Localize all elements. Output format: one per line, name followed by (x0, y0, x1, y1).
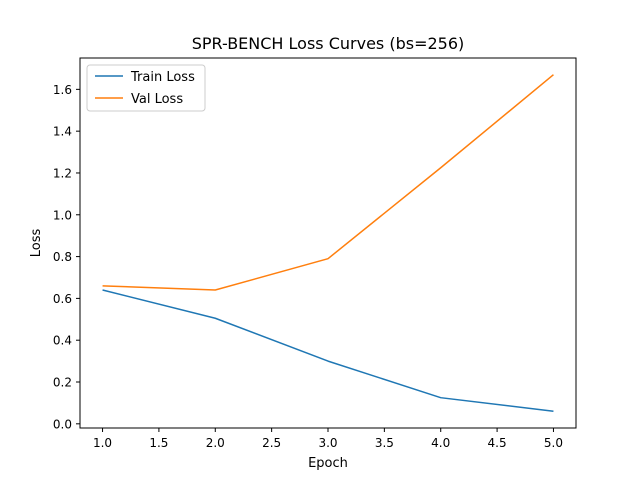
y-tick-label: 0.2 (53, 376, 72, 390)
y-tick-label: 0.4 (53, 334, 72, 348)
plot-frame (79, 57, 577, 429)
chart-title: SPR-BENCH Loss Curves (bs=256) (192, 34, 465, 53)
series-line-val-loss (102, 74, 554, 291)
x-tick-label: 5.0 (544, 436, 563, 450)
y-axis-label: Loss (29, 229, 44, 258)
y-tick-label: 0.0 (53, 417, 72, 431)
y-tick-label: 1.4 (53, 125, 72, 139)
series-line-train-loss (102, 289, 554, 413)
x-axis-label: Epoch (308, 456, 348, 471)
x-axis-ticks: 1.0 1.5 2.0 2.5 3.0 3.5 4.0 4.5 5.0 (93, 428, 563, 450)
y-tick-label: 1.0 (53, 208, 72, 222)
x-tick-label: 3.5 (375, 436, 394, 450)
x-tick-label: 2.5 (262, 436, 281, 450)
plot-series (102, 74, 554, 413)
y-tick-label: 1.6 (53, 83, 72, 97)
y-tick-label: 0.6 (53, 292, 72, 306)
y-tick-label: 1.2 (53, 166, 72, 180)
y-tick-label: 0.8 (53, 250, 72, 264)
legend-label-val-loss: Val Loss (131, 92, 183, 107)
legend: Train Loss Val Loss (86, 64, 206, 112)
x-tick-label: 3.0 (318, 436, 337, 450)
x-tick-label: 4.0 (431, 436, 450, 450)
x-tick-label: 1.5 (149, 436, 168, 450)
legend-label-train-loss: Train Loss (130, 70, 195, 85)
y-axis-ticks: 0.0 0.2 0.4 0.6 0.8 1.0 1.2 1.4 1.6 (53, 83, 80, 431)
x-tick-label: 2.0 (206, 436, 225, 450)
x-tick-label: 1.0 (93, 436, 112, 450)
x-tick-label: 4.5 (488, 436, 507, 450)
